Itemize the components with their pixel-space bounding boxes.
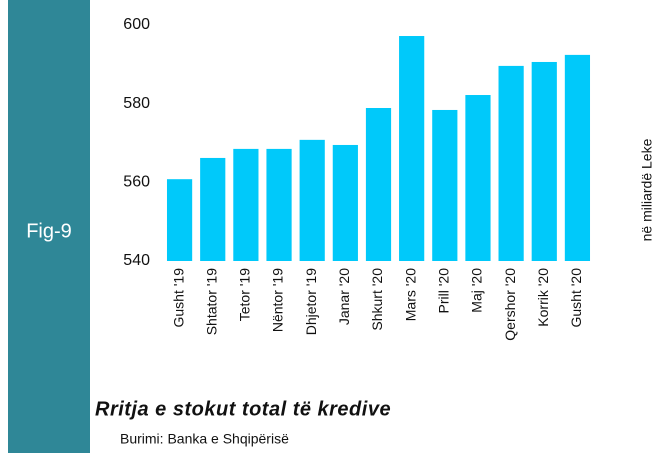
- x-tick-label: Shtator '19: [203, 268, 219, 335]
- y-tick-label: 580: [123, 95, 150, 112]
- x-tick-label: Tetor '19: [237, 268, 253, 321]
- bar: [266, 148, 292, 261]
- bar: [432, 109, 458, 262]
- x-tick-label: Maj '20: [469, 268, 485, 313]
- x-tick-label: Gusht '19: [170, 268, 186, 328]
- y-tick-label: 600: [123, 16, 150, 33]
- bar: [299, 139, 325, 261]
- bar: [233, 148, 259, 261]
- bar: [332, 144, 358, 261]
- y-axis-label: në miliardë Leke: [639, 138, 655, 241]
- bar: [498, 65, 524, 261]
- y-tick-label: 540: [123, 252, 150, 269]
- figure-label: Fig-9: [26, 220, 72, 242]
- x-tick-label: Gusht '20: [568, 268, 584, 328]
- x-tick-label: Dhjetor '19: [303, 268, 319, 335]
- bar: [200, 157, 226, 261]
- bar: [531, 61, 557, 262]
- x-tick-label: Prill '20: [436, 268, 452, 314]
- chart-title: Rritja e stokut total të kredive: [95, 398, 391, 420]
- x-tick-label: Qershor '20: [502, 268, 518, 341]
- x-tick-label: Korrik '20: [535, 268, 551, 327]
- y-tick-label: 560: [123, 174, 150, 191]
- x-tick-label: Shkurt '20: [369, 268, 385, 331]
- bar: [564, 54, 591, 261]
- bar: [399, 36, 425, 261]
- source: Burimi: Banka e Shqipërisë: [120, 431, 289, 447]
- x-tick-label: Nëntor '19: [270, 268, 286, 332]
- x-tick-label: Janar '20: [336, 268, 352, 325]
- bar: [166, 179, 193, 261]
- bar: [465, 95, 491, 261]
- bar: [365, 107, 392, 261]
- sidebar: [8, 0, 90, 453]
- x-tick-label: Mars '20: [402, 268, 418, 321]
